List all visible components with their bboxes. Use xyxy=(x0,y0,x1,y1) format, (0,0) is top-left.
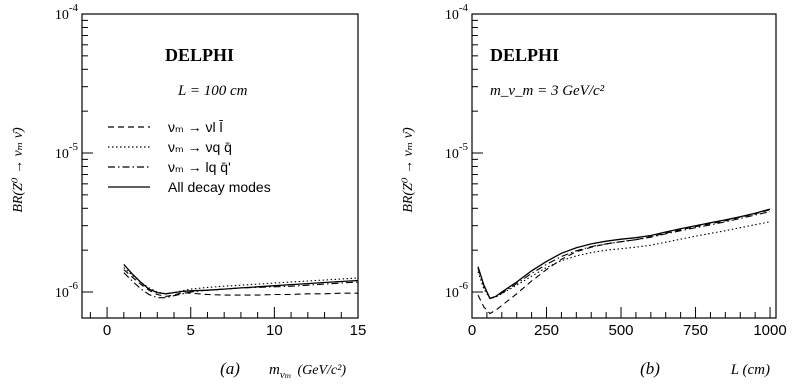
y-tick-label: 10-4 xyxy=(55,2,79,23)
x-tick-label: 750 xyxy=(683,322,708,339)
x-axis-label: L (cm) xyxy=(730,362,770,378)
legend-entry: All decay modes xyxy=(168,179,271,195)
experiment-label: DELPHI xyxy=(490,45,559,65)
x-axis-label: mνₘ (GeV/c²) xyxy=(269,362,346,381)
legend-entry: νₘ → νl l̄ xyxy=(168,119,223,135)
series-line-solid xyxy=(477,208,771,300)
x-tick-label: 250 xyxy=(534,322,559,339)
x-tick-label: 1000 xyxy=(753,322,786,339)
y-tick-label: 10-6 xyxy=(445,280,469,301)
series-line-dashed xyxy=(477,209,771,315)
series-line-solid xyxy=(123,263,359,295)
legend-entry: νₘ → lq q̄' xyxy=(168,159,231,175)
series-line-dotted xyxy=(477,221,771,300)
y-axis-label: BR(Z⁰ → νₘ ν̄) xyxy=(401,127,416,213)
series-line-dashdot xyxy=(123,272,359,299)
y-tick-label: 10-5 xyxy=(445,141,469,162)
y-tick-label: 10-4 xyxy=(445,2,469,23)
x-tick-label: 5 xyxy=(187,322,195,339)
x-tick-label: 10 xyxy=(266,322,283,339)
panel-b xyxy=(471,13,777,319)
condition-label: L = 100 cm xyxy=(177,83,248,99)
panel-label: (a) xyxy=(220,359,240,378)
y-tick-label: 10-5 xyxy=(55,141,79,162)
experiment-label: DELPHI xyxy=(165,45,234,65)
series-line-dashed xyxy=(123,269,358,297)
legend-entry: νₘ → νq q̄ xyxy=(168,139,232,155)
x-tick-label: 15 xyxy=(350,322,367,339)
x-tick-label: 500 xyxy=(609,322,634,339)
series-line-dotted xyxy=(123,267,359,295)
panel-a xyxy=(81,13,359,319)
x-tick-label: 0 xyxy=(468,322,476,339)
panel-label: (b) xyxy=(640,359,660,378)
series-line-dashdot xyxy=(477,211,771,300)
y-tick-label: 10-6 xyxy=(55,280,79,301)
condition-label: m_ν_m = 3 GeV/c² xyxy=(490,83,605,99)
x-tick-label: 0 xyxy=(103,322,111,339)
y-axis-label: BR(Z⁰ → νₘ ν̄) xyxy=(11,127,26,213)
